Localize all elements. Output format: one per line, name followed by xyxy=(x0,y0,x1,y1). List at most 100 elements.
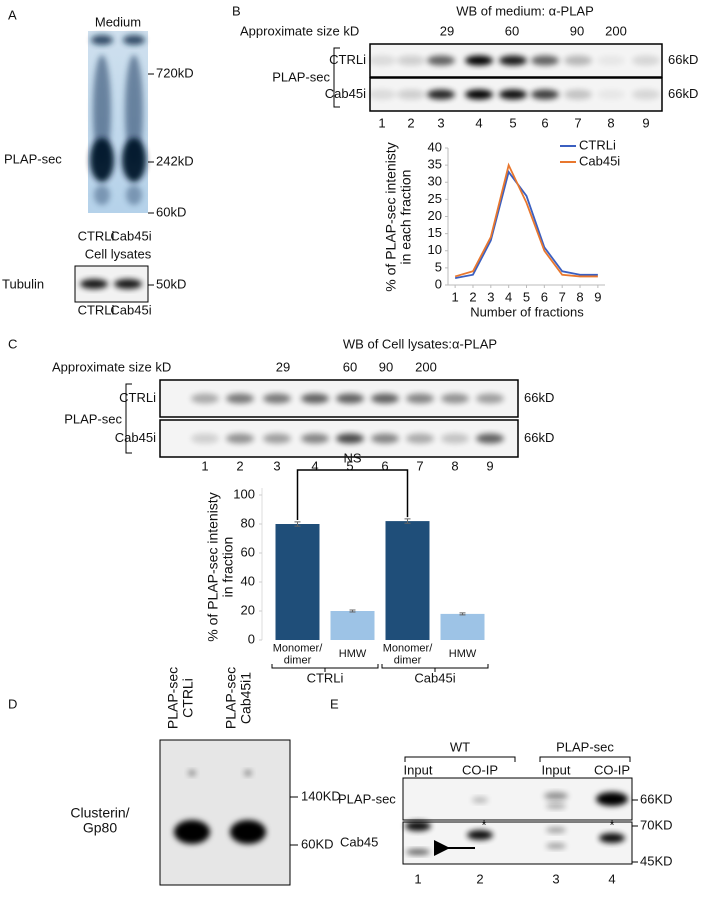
lane-label: Input xyxy=(542,762,571,777)
lane-number: 9 xyxy=(642,115,649,130)
panel-label: C xyxy=(8,336,17,351)
band xyxy=(632,89,660,100)
band xyxy=(126,185,142,205)
band xyxy=(544,792,568,800)
band xyxy=(93,55,111,165)
lane-label: CTRLi xyxy=(78,228,115,243)
group-label: CTRLi xyxy=(307,670,344,685)
protein-label: PLAP-sec xyxy=(272,69,330,84)
lane-number: 1 xyxy=(414,871,421,886)
band xyxy=(244,770,252,776)
band xyxy=(597,89,625,100)
band xyxy=(499,89,527,100)
band xyxy=(188,770,196,776)
size-marker: 60kD xyxy=(156,204,186,219)
band xyxy=(122,138,146,182)
panel-label: D xyxy=(8,696,17,711)
x-tick-label: 3 xyxy=(487,289,494,304)
band xyxy=(226,393,254,404)
x-tick-label: 1 xyxy=(452,289,459,304)
size-label: 200 xyxy=(415,359,437,374)
lane-number: 2 xyxy=(407,115,414,130)
band xyxy=(263,433,291,444)
band xyxy=(191,393,219,404)
y-tick-label: 30 xyxy=(428,174,442,189)
band xyxy=(472,797,488,803)
band xyxy=(427,89,455,100)
protein-label: Tubulin xyxy=(2,276,44,291)
band xyxy=(91,35,113,45)
blot-title: WB of Cell lysates:α-PLAP xyxy=(343,336,497,351)
band xyxy=(336,433,364,444)
y-tick-label: 40 xyxy=(428,139,442,154)
lane-label: PLAP-sec Cab45i1 xyxy=(222,666,253,730)
band xyxy=(476,393,504,404)
x-tick-label: 2 xyxy=(469,289,476,304)
band xyxy=(531,55,559,66)
blot-title: Cell lysates xyxy=(85,246,152,261)
size-marker: 242kD xyxy=(156,153,194,168)
x-tick-label: HMW xyxy=(448,648,477,661)
blot xyxy=(402,821,633,865)
x-tick-label: 9 xyxy=(594,289,601,304)
row-label: Cab45i xyxy=(115,430,156,445)
row-label: Cab45i xyxy=(325,86,366,101)
bracket xyxy=(333,47,340,108)
band xyxy=(94,185,110,205)
size-marker: 720kD xyxy=(156,65,194,80)
series-line xyxy=(454,169,598,280)
band xyxy=(441,433,469,444)
size-title: Approximate size kD xyxy=(52,359,171,374)
lane-label: Cab45i xyxy=(110,228,151,243)
row-label: PLAP-sec xyxy=(338,791,396,806)
lane-number: 8 xyxy=(607,115,614,130)
lane-number: 3 xyxy=(273,458,280,473)
lane-number: 8 xyxy=(451,458,458,473)
size-marker: 66kD xyxy=(524,390,554,405)
lane-number: 1 xyxy=(378,115,385,130)
band xyxy=(263,393,291,404)
band xyxy=(599,833,625,843)
size-label: 90 xyxy=(570,23,584,38)
band xyxy=(90,138,114,182)
lane-number: 6 xyxy=(541,115,548,130)
size-label: 29 xyxy=(276,359,290,374)
band xyxy=(405,821,431,831)
panel-label: A xyxy=(8,7,17,22)
size-title: Approximate size kD xyxy=(240,23,359,38)
error-bar xyxy=(294,521,301,527)
lane-label: CO-IP xyxy=(462,762,498,777)
lane-label: CO-IP xyxy=(594,762,630,777)
band xyxy=(441,393,469,404)
size-marker: 45KD xyxy=(640,853,673,868)
band xyxy=(427,55,455,66)
y-tick-label: 15 xyxy=(428,225,442,240)
lane-number: 6 xyxy=(381,458,388,473)
y-tick-label: 5 xyxy=(435,259,442,274)
y-tick-label: 10 xyxy=(428,242,442,257)
band xyxy=(596,792,628,806)
band xyxy=(114,279,142,289)
band xyxy=(397,89,425,100)
panel-label: B xyxy=(232,3,241,18)
y-axis-label: % of PLAP-sec intenisty in each fraction xyxy=(382,142,413,292)
y-tick-label: 25 xyxy=(428,191,442,206)
asterisk: * xyxy=(481,817,486,832)
size-marker: 66kD xyxy=(668,86,698,101)
series-line xyxy=(454,162,598,278)
blot-title: WB of medium: α-PLAP xyxy=(456,3,594,18)
lane-number: 3 xyxy=(437,115,444,130)
lane-number: 7 xyxy=(574,115,581,130)
panel-label: E xyxy=(330,696,339,711)
group-bracket xyxy=(539,756,631,762)
lane-number: 2 xyxy=(236,458,243,473)
y-tick-label: 80 xyxy=(241,515,255,530)
lane-label: Input xyxy=(404,762,433,777)
band xyxy=(546,843,566,849)
blot xyxy=(402,777,633,821)
band xyxy=(230,820,266,844)
band xyxy=(397,55,425,66)
band xyxy=(301,433,329,444)
band xyxy=(301,393,329,404)
x-tick-label: 7 xyxy=(559,289,566,304)
